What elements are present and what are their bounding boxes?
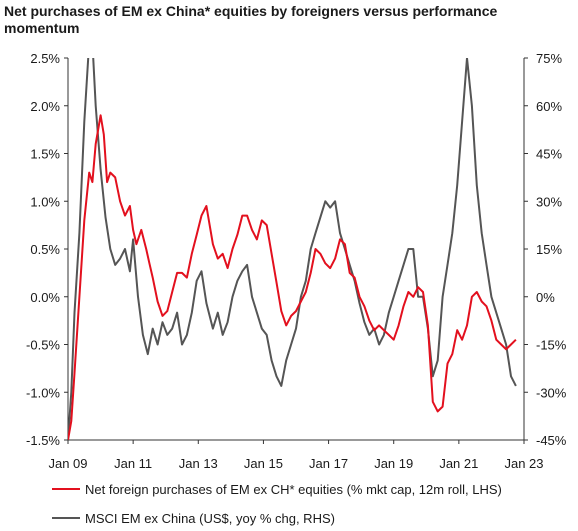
legend-label: MSCI EM ex China (US$, yoy % chg, RHS): [85, 511, 335, 526]
series-layer: [68, 58, 517, 440]
y-right-tick-label: 15%: [536, 242, 562, 257]
y-right-tick-label: -45%: [536, 433, 567, 448]
x-tick-label: Jan 23: [504, 456, 543, 471]
net-purchases-line: [68, 114, 517, 440]
y-right-tick-label: 30%: [536, 194, 562, 209]
y-left-tick-label: 0.0%: [30, 290, 60, 305]
x-tick-label: Jan 09: [48, 456, 87, 471]
legend: Net foreign purchases of EM ex CH* equit…: [52, 482, 502, 526]
y-right-tick-label: 75%: [536, 51, 562, 66]
y-right-tick-label: 45%: [536, 147, 562, 162]
msci-em-ex-china-line: [68, 58, 517, 440]
x-tick-label: Jan 21: [439, 456, 478, 471]
x-tick-label: Jan 17: [309, 456, 348, 471]
y-right-tick-label: 0%: [536, 290, 555, 305]
x-tick-label: Jan 13: [179, 456, 218, 471]
axes: 2.5% 2.0% 1.5% 1.0% 0.5% 0.0% -0.5% -1.0% -1.5% 7…: [26, 51, 567, 471]
x-tick-label: Jan 11: [114, 456, 152, 471]
y-left-tick-label: 2.0%: [30, 99, 60, 114]
y-left-tick-label: 0.5%: [30, 242, 60, 257]
y-left-tick-label: 1.5%: [30, 147, 60, 162]
chart-title: Net purchases of EM ex China* equities b…: [4, 3, 498, 36]
y-left-tick-label: 1.0%: [30, 194, 60, 209]
x-tick-label: Jan 15: [244, 456, 283, 471]
y-left-tick-label: -0.5%: [26, 338, 60, 353]
y-right-tick-label: -30%: [536, 385, 567, 400]
y-left-tick-label: -1.0%: [26, 385, 60, 400]
y-right-tick-label: 60%: [536, 99, 562, 114]
x-tick-label: Jan 19: [374, 456, 413, 471]
y-right-tick-label: -15%: [536, 338, 567, 353]
y-left-tick-label: -1.5%: [26, 433, 60, 448]
y-left-tick-label: 2.5%: [30, 51, 60, 66]
legend-label: Net foreign purchases of EM ex CH* equit…: [85, 482, 502, 497]
